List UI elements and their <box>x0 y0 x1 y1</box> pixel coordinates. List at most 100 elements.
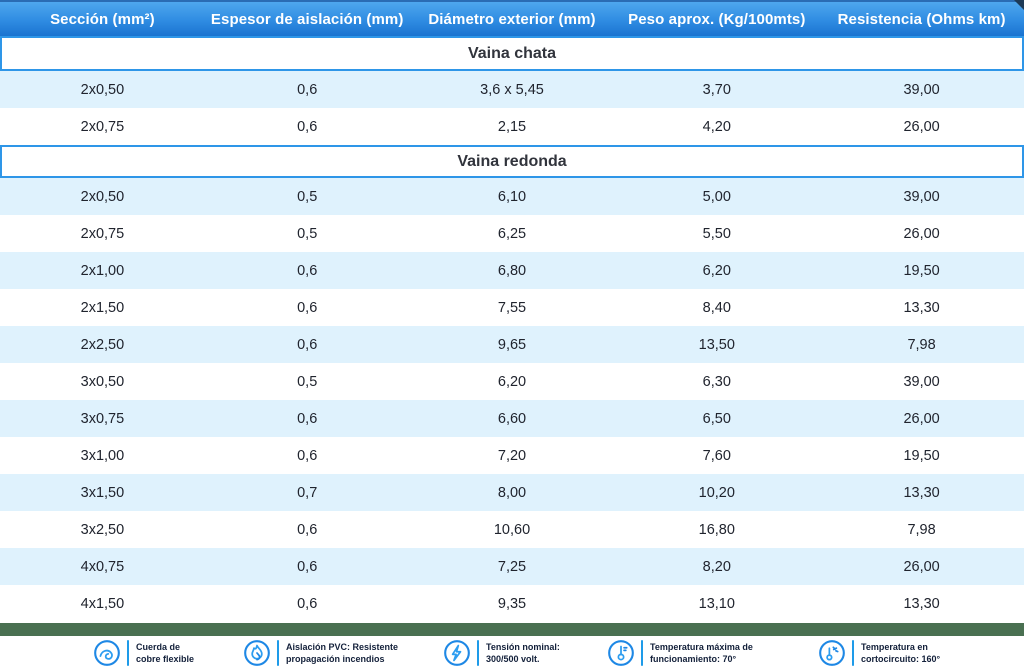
table-cell: 3,70 <box>702 81 731 98</box>
footer-line1: Cuerda de <box>136 641 181 652</box>
footer-line2: 300/500 volt. <box>486 654 540 664</box>
table-cell: 8,40 <box>702 299 731 316</box>
footer-line1: Temperatura en <box>861 641 928 652</box>
table-row: 2x1,00 0,6 6,80 6,20 19,50 <box>0 252 1024 289</box>
table-cell: 0,6 <box>297 558 318 575</box>
footer-line2: funcionamiento: 70° <box>650 654 737 664</box>
table-row: 3x1,50 0,7 8,00 10,20 13,30 <box>0 474 1024 511</box>
table-row: 4x0,75 0,6 7,25 8,20 26,00 <box>0 548 1024 585</box>
footer-line2: cobre flexible <box>136 654 195 664</box>
column-header-peso: Peso aprox. (Kg/100mts) <box>628 10 806 28</box>
flexible-copper-cable-icon <box>94 640 120 666</box>
table-cell: 4x1,50 <box>80 595 125 612</box>
table-cell: 26,00 <box>903 225 940 242</box>
table-row: 2x0,75 0,5 6,25 5,50 26,00 <box>0 215 1024 252</box>
footer-divider <box>641 640 643 666</box>
table-cell: 13,30 <box>903 299 940 316</box>
table-cell: 3,6 x 5,45 <box>480 81 544 98</box>
table-cell: 39,00 <box>903 81 940 98</box>
footer-item-label: Tensión nominal: 300/500 volt. <box>486 641 560 665</box>
table-cell: 13,50 <box>698 336 735 353</box>
table-row: 2x1,50 0,6 7,55 8,40 13,30 <box>0 289 1024 326</box>
table-cell: 7,60 <box>702 447 731 464</box>
footer-item-label: Cuerda de cobre flexible <box>136 641 194 665</box>
table-cell: 39,00 <box>903 188 940 205</box>
table-cell: 5,00 <box>702 188 731 205</box>
features-footer: Cuerda de cobre flexible Aislación PVC: … <box>0 636 1024 670</box>
table-row: 3x0,50 0,5 6,20 6,30 39,00 <box>0 363 1024 400</box>
table-cell: 3x2,50 <box>80 521 125 538</box>
footer-divider <box>127 640 129 666</box>
table-cell: 13,10 <box>698 595 735 612</box>
table-cell: 7,25 <box>497 558 527 575</box>
footer-item-short-circuit-temperature: Temperatura en cortocircuito: 160° <box>818 639 940 667</box>
table-cell: 5,50 <box>702 225 731 242</box>
table-body: Vaina chata 2x0,50 0,6 3,6 x 5,45 3,70 39,00 2… <box>0 36 1024 622</box>
table-cell: 6,80 <box>497 262 527 279</box>
table-cell: 26,00 <box>903 118 940 135</box>
table-cell: 6,20 <box>497 373 527 390</box>
table-cell: 2x0,75 <box>80 225 125 242</box>
footer-divider <box>477 640 479 666</box>
table-cell: 39,00 <box>903 373 940 390</box>
flame-icon <box>244 640 270 666</box>
table-cell: 0,6 <box>297 299 318 316</box>
footer-item-label: Temperatura máxima de funcionamiento: 70… <box>650 641 753 665</box>
table-cell: 7,20 <box>497 447 527 464</box>
footer-item-label: Temperatura en cortocircuito: 160° <box>861 641 940 665</box>
table-cell: 0,6 <box>297 336 318 353</box>
footer-line1: Temperatura máxima de <box>650 641 753 652</box>
table-cell: 0,6 <box>297 81 318 98</box>
table-cell: 6,20 <box>702 262 731 279</box>
table-row: 4x1,50 0,6 9,35 13,10 13,30 <box>0 585 1024 622</box>
section-header: Vaina redonda <box>0 145 1024 178</box>
table-cell: 9,65 <box>497 336 527 353</box>
table-cell: 9,35 <box>497 595 527 612</box>
footer-line1: Aislación PVC: Resistente <box>286 641 399 652</box>
table-cell: 2x2,50 <box>80 336 125 353</box>
footer-line1: Tensión nominal: <box>486 641 560 652</box>
table-cell: 2x0,50 <box>80 81 125 98</box>
table-cell: 2x1,00 <box>80 262 125 279</box>
table-row: 3x2,50 0,6 10,60 16,80 7,98 <box>0 511 1024 548</box>
column-header-resistencia: Resistencia (Ohms km) <box>837 10 1006 28</box>
green-divider-bar <box>0 623 1024 636</box>
footer-line2: propagación incendios <box>286 654 385 664</box>
table-row: 3x0,75 0,6 6,60 6,50 26,00 <box>0 400 1024 437</box>
short-circuit-temperature-icon <box>819 640 845 666</box>
table-cell: 0,6 <box>297 447 318 464</box>
table-cell: 0,6 <box>297 262 318 279</box>
table-cell: 6,60 <box>497 410 527 427</box>
column-header-seccion: Sección (mm²) <box>50 10 155 28</box>
table-cell: 7,98 <box>907 521 936 538</box>
table-cell: 8,20 <box>702 558 731 575</box>
table-cell: 2x1,50 <box>80 299 125 316</box>
column-header-diametro: Diámetro exterior (mm) <box>428 10 596 28</box>
table-cell: 26,00 <box>903 558 940 575</box>
table-cell: 4,20 <box>702 118 731 135</box>
table-cell: 8,00 <box>497 484 527 501</box>
table-cell: 0,6 <box>297 118 318 135</box>
footer-line2: cortocircuito: 160° <box>861 654 941 664</box>
table-cell: 3x1,00 <box>80 447 125 464</box>
table-cell: 2x0,75 <box>80 118 125 135</box>
table-row: 2x0,50 0,5 6,10 5,00 39,00 <box>0 178 1024 215</box>
table-cell: 6,10 <box>497 188 527 205</box>
table-cell: 6,50 <box>702 410 731 427</box>
table-cell: 7,98 <box>907 336 936 353</box>
table-cell: 7,55 <box>497 299 527 316</box>
table-row: 3x1,00 0,6 7,20 7,60 19,50 <box>0 437 1024 474</box>
table-cell: 3x1,50 <box>80 484 125 501</box>
table-cell: 0,6 <box>297 521 318 538</box>
footer-item-max-temperature: Temperatura máxima de funcionamiento: 70… <box>607 639 753 667</box>
footer-item-label: Aislación PVC: Resistente propagación in… <box>286 641 398 665</box>
table-cell: 2x0,50 <box>80 188 125 205</box>
footer-item-voltage: Tensión nominal: 300/500 volt. <box>443 639 560 667</box>
table-cell: 26,00 <box>903 410 940 427</box>
table-cell: 4x0,75 <box>80 558 125 575</box>
column-header-espesor: Espesor de aislación (mm) <box>210 10 404 28</box>
lightning-icon <box>444 640 470 666</box>
table-cell: 13,30 <box>903 595 940 612</box>
footer-divider <box>852 640 854 666</box>
